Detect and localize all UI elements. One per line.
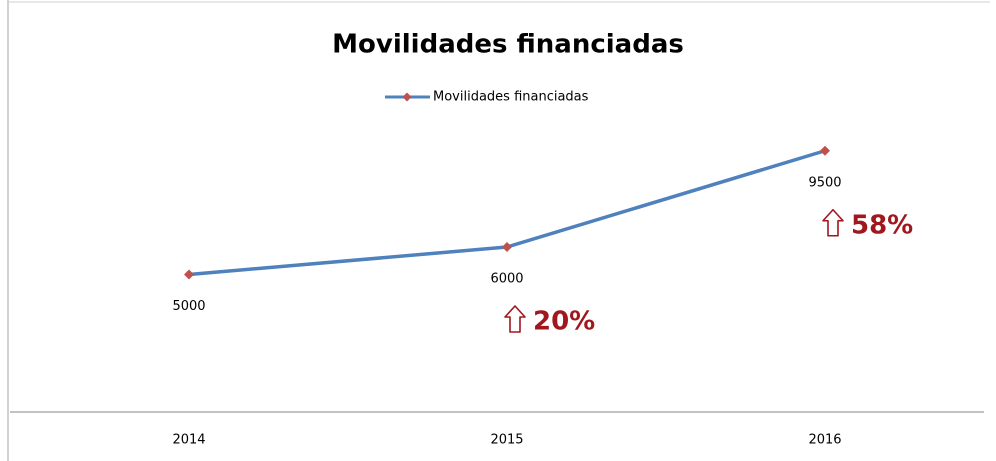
data-label: 9500: [808, 175, 841, 190]
data-label: 6000: [490, 272, 523, 287]
annotation: 20%: [533, 307, 595, 337]
x-tick-label: 2014: [172, 433, 205, 448]
data-label: 5000: [172, 299, 205, 314]
legend-label: Movilidades financiadas: [433, 90, 589, 105]
legend-marker: [402, 92, 412, 102]
arrow-icon: [504, 305, 526, 333]
annotation: 58%: [851, 210, 913, 240]
data-point: [502, 242, 512, 252]
arrow-icon: [822, 208, 844, 237]
data-point: [820, 145, 830, 156]
x-tick-label: 2015: [490, 433, 523, 448]
x-tick-label: 2016: [808, 433, 841, 448]
chart-title: Movilidades financiadas: [332, 30, 684, 60]
data-point: [184, 269, 194, 280]
